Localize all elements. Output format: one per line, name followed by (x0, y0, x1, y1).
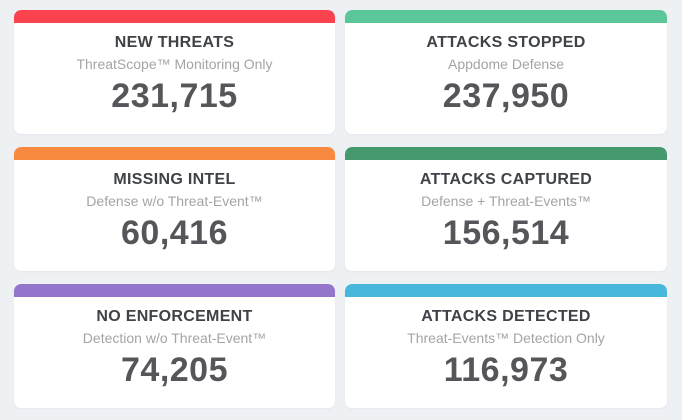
stat-card-attacks-stopped: ATTACKS STOPPED Appdome Defense 237,950 (345, 10, 667, 134)
stat-card-title: ATTACKS STOPPED (426, 34, 586, 51)
stat-card-attacks-detected: ATTACKS DETECTED Threat-Events™ Detectio… (345, 284, 667, 408)
stat-card-subtitle: Defense + Threat-Events™ (421, 193, 591, 209)
accent-bar (345, 147, 667, 160)
stat-card-title: ATTACKS DETECTED (421, 308, 591, 325)
stat-card-value: 74,205 (121, 351, 228, 389)
stat-card-no-enforcement: NO ENFORCEMENT Detection w/o Threat-Even… (14, 284, 335, 408)
stat-card-missing-intel: MISSING INTEL Defense w/o Threat-Event™ … (14, 147, 335, 271)
stat-card-title: NEW THREATS (114, 34, 235, 51)
accent-bar (345, 284, 667, 297)
stat-card-title: ATTACKS CAPTURED (419, 171, 593, 188)
stat-card-attacks-captured: ATTACKS CAPTURED Defense + Threat-Events… (345, 147, 667, 271)
stat-card-value: 237,950 (442, 77, 570, 115)
accent-bar (14, 10, 335, 23)
stat-card-subtitle: Defense w/o Threat-Event™ (86, 193, 263, 209)
stat-card-new-threats: NEW THREATS ThreatScope™ Monitoring Only… (14, 10, 335, 134)
accent-bar (14, 284, 335, 297)
stat-card-value: 60,416 (121, 214, 228, 252)
stat-card-subtitle: Threat-Events™ Detection Only (407, 330, 605, 346)
stat-card-subtitle: Appdome Defense (448, 56, 564, 72)
stat-card-value: 116,973 (443, 351, 569, 389)
stat-card-title: MISSING INTEL (113, 171, 236, 188)
accent-bar (345, 10, 667, 23)
stat-card-value: 231,715 (111, 77, 238, 115)
stat-card-subtitle: ThreatScope™ Monitoring Only (76, 56, 273, 72)
stat-card-value: 156,514 (442, 214, 570, 252)
accent-bar (14, 147, 335, 160)
stat-card-title: NO ENFORCEMENT (96, 308, 253, 325)
stat-card-subtitle: Detection w/o Threat-Event™ (82, 330, 267, 346)
